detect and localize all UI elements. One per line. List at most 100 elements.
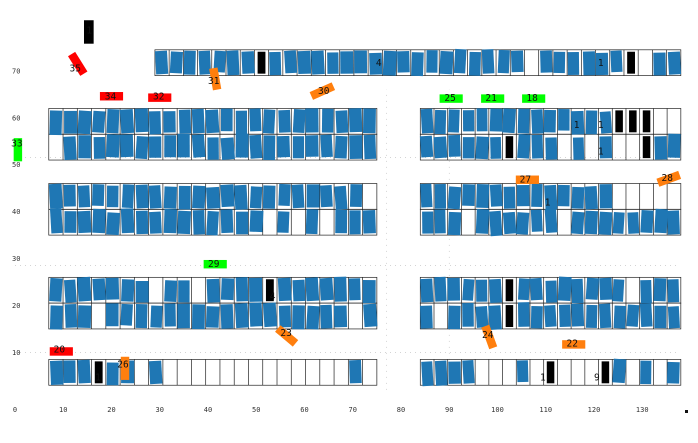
vehicle-marker-shape [13,138,23,162]
parked-car [585,110,598,135]
parked-car [121,279,135,302]
parked-car [320,134,333,158]
parked-car [363,303,378,328]
parked-car [517,278,530,301]
parked-car [292,109,306,134]
parked-car [497,49,510,74]
parked-car [489,184,503,207]
parked-car [517,302,530,327]
parked-car [599,111,613,134]
vehicle-marker-shape [481,94,505,103]
y-tick-label: 70 [12,67,20,75]
black-vehicle [627,51,635,74]
parked-car [544,208,558,233]
vehicle-id-label: 1 [598,58,604,69]
parked-car [530,209,543,232]
vehicle-marker: 23 [275,325,299,347]
parked-car [453,48,467,74]
parked-car [571,186,585,209]
parked-car [191,108,205,134]
parked-car [262,109,276,134]
parked-car [198,50,212,75]
vehicle-marker-shape [562,340,586,349]
parked-car [135,135,149,160]
vehicle-id-label: 1 [86,26,92,37]
parked-car [49,277,63,302]
vehicle-id-label: 9 [594,372,600,383]
parked-car [327,52,339,74]
vehicle-marker-shape [99,92,124,101]
black-vehicle [94,361,103,384]
parked-car [411,52,424,77]
x-tick-label: 40 [204,406,212,414]
vehicle-marker-label: 28 [662,173,674,184]
parked-car [77,276,92,302]
parked-car [149,136,162,158]
parked-car [553,51,566,74]
parked-car [306,305,320,330]
parked-car [77,110,92,135]
parked-car [612,358,627,384]
parked-car [235,110,248,135]
parked-car [335,110,349,134]
parked-car [206,186,221,209]
parked-car [178,280,190,303]
vehicle-marker-label: 29 [208,259,220,270]
parked-car [613,305,627,329]
parked-car [106,362,119,386]
y-tick-label: 10 [12,349,20,357]
parked-car [448,109,460,133]
parked-car [340,51,354,74]
parked-car [276,135,291,158]
vehicle-marker: 29 [203,259,227,270]
parked-car [64,211,77,233]
black-vehicle [505,305,514,328]
parked-car [502,108,516,134]
parked-car [627,212,640,234]
parked-car [305,108,319,133]
parked-car [120,303,133,326]
parked-car [599,277,613,301]
parked-car [220,137,235,160]
parked-car [434,209,446,234]
parked-car [434,360,448,386]
vehicle-marker: 22 [562,339,586,350]
parked-car [488,305,502,330]
parked-car [462,278,475,301]
parked-car [177,133,190,158]
parked-car [249,277,263,302]
parked-car [517,108,530,134]
x-tick-label: 0 [13,406,17,414]
parked-car [284,50,298,74]
parked-car [462,110,475,132]
vehicle-id-label: 1 [545,197,551,208]
parked-car [363,134,377,160]
parked-car [362,280,376,304]
parked-car [177,303,190,329]
vehicle-marker: 28 [656,170,682,187]
parked-car [598,303,612,329]
parked-car [164,280,178,302]
parked-car [78,135,91,159]
vehicle-id-label: 1 [574,120,580,131]
parked-car [516,184,530,207]
parked-car [544,184,558,211]
parked-car [434,183,447,209]
parked-car [585,304,598,328]
parked-car [63,279,77,303]
parked-car [654,136,668,160]
vehicle-marker-shape [49,347,73,356]
vehicle-marker: 24 [481,324,498,350]
parked-car [93,136,106,159]
vehicle-id-label: 1 [598,147,604,158]
parked-car [305,135,319,157]
parked-car [249,186,263,209]
parked-car [106,212,121,236]
parked-car [278,109,291,133]
parked-car [419,135,434,158]
parked-car [192,185,206,209]
black-vehicle [505,136,514,159]
parked-car [571,278,584,304]
parked-car [667,279,680,303]
parked-car [77,305,92,329]
